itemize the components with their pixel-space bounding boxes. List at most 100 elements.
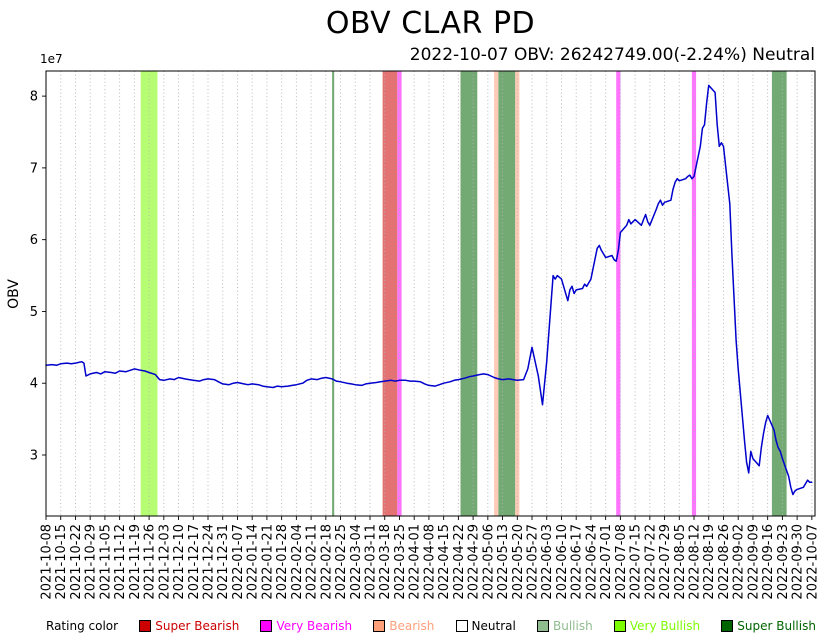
y-tick-label: 4 — [30, 377, 38, 392]
x-tick-label: 2021-12-17 — [187, 524, 202, 600]
x-tick-label: 2022-06-10 — [555, 524, 570, 600]
chart-subtitle: 2022-10-07 OBV: 26242749.00(-2.24%) Neut… — [409, 45, 815, 65]
x-tick-label: 2022-04-29 — [467, 524, 482, 600]
rating-band-super_bullish — [771, 71, 787, 516]
y-tick-label: 3 — [30, 448, 38, 463]
x-tick-label: 2022-02-11 — [305, 524, 320, 600]
rating-band-very_bearish — [397, 71, 402, 516]
x-tick-label: 2022-04-01 — [408, 524, 423, 600]
x-tick-label: 2022-08-12 — [688, 524, 703, 600]
x-tick-label: 2021-10-22 — [69, 524, 84, 600]
x-tick-label: 2022-06-03 — [540, 524, 555, 600]
rating-band-super_bullish — [332, 71, 335, 516]
bearish-swatch — [373, 620, 386, 632]
legend-label: Super Bullish — [737, 619, 816, 633]
rating-band-very_bearish — [691, 71, 697, 516]
legend-item-super_bearish: Super Bearish — [139, 619, 239, 633]
legend-item-super_bullish: Super Bullish — [721, 619, 816, 633]
x-tick-label: 2022-02-18 — [319, 524, 334, 600]
x-tick-label: 2022-09-16 — [761, 524, 776, 600]
legend-label: Very Bearish — [276, 619, 353, 633]
x-tick-label: 2022-05-27 — [526, 524, 541, 600]
legend-label: Bearish — [389, 619, 435, 633]
x-tick-label: 2021-10-08 — [40, 524, 55, 600]
x-tick-label: 2021-11-12 — [113, 524, 128, 600]
legend-label: Very Bullish — [629, 619, 701, 633]
x-tick-label: 2022-04-08 — [422, 524, 437, 600]
super_bullish-swatch — [721, 620, 734, 632]
x-tick-label: 2021-10-15 — [54, 524, 69, 600]
y-tick-label: 7 — [30, 161, 38, 176]
y-tick-label: 8 — [30, 90, 38, 105]
x-tick-label: 2022-01-07 — [231, 524, 246, 600]
y-tick-label: 6 — [30, 233, 38, 248]
x-tick-label: 2022-07-22 — [643, 524, 658, 600]
rating-band-bearish — [515, 71, 520, 516]
plot-border — [45, 70, 816, 517]
x-tick-label: 2022-02-25 — [334, 524, 349, 600]
legend-label: Bullish — [553, 619, 593, 633]
chart-title: OBV CLAR PD — [325, 6, 536, 41]
rating-band-super_bullish — [498, 71, 516, 516]
rating-band-super_bullish — [460, 71, 478, 516]
x-tick-label: 2022-07-29 — [658, 524, 673, 600]
x-tick-label: 2022-09-09 — [746, 524, 761, 600]
x-tick-label: 2022-10-07 — [805, 524, 820, 600]
super_bearish-swatch — [139, 620, 152, 632]
rating-band-very_bullish — [140, 71, 158, 516]
legend: Rating color Super Bearish Very Bearish Be… — [46, 616, 816, 636]
rating-band-bearish — [494, 71, 499, 516]
obv-line — [45, 84, 813, 496]
legend-item-very_bearish: Very Bearish — [260, 619, 352, 633]
x-tick-label: 2022-08-19 — [702, 524, 717, 600]
x-tick-label: 2022-03-25 — [393, 524, 408, 600]
x-tick-label: 2021-12-31 — [216, 524, 231, 600]
legend-item-neutral: Neutral — [455, 619, 516, 633]
legend-label: Super Bearish — [155, 619, 240, 633]
legend-item-bearish: Bearish — [373, 619, 434, 633]
neutral-swatch — [455, 620, 468, 632]
x-tick-label: 2022-07-01 — [599, 524, 614, 600]
x-tick-label: 2021-11-19 — [128, 524, 143, 600]
x-tick-label: 2021-12-24 — [202, 524, 217, 600]
bullish-swatch — [537, 620, 549, 632]
x-tick-label: 2022-08-05 — [673, 524, 688, 600]
x-tick-label: 2022-09-02 — [732, 524, 747, 600]
x-tick-label: 2022-05-13 — [496, 524, 511, 600]
x-tick-label: 2022-09-30 — [791, 524, 806, 600]
x-tick-label: 2021-11-05 — [98, 524, 113, 600]
x-tick-label: 2022-07-15 — [629, 524, 644, 600]
x-tick-label: 2022-01-14 — [246, 524, 261, 600]
x-tick-label: 2022-08-26 — [717, 524, 732, 600]
x-tick-label: 2022-01-21 — [260, 524, 275, 600]
x-tick-label: 2022-01-28 — [275, 524, 290, 600]
rating-band-very_bearish — [616, 71, 621, 516]
x-tick-label: 2022-06-24 — [584, 524, 599, 600]
x-tick-label: 2022-05-20 — [511, 524, 526, 600]
x-tick-label: 2022-03-11 — [364, 524, 379, 600]
very_bearish-swatch — [260, 620, 273, 632]
y-axis-offset-text: 1e7 — [40, 52, 63, 66]
x-tick-label: 2022-03-18 — [378, 524, 393, 600]
x-tick-label: 2022-06-17 — [570, 524, 585, 600]
legend-label: Neutral — [471, 619, 516, 633]
x-tick-label: 2021-12-10 — [172, 524, 187, 600]
rating-band-super_bearish — [382, 71, 398, 516]
y-tick-label: 5 — [30, 305, 38, 320]
x-tick-label: 2022-04-22 — [452, 524, 467, 600]
x-tick-label: 2021-10-29 — [84, 524, 99, 600]
x-tick-label: 2021-12-03 — [157, 524, 172, 600]
x-tick-label: 2022-04-15 — [437, 524, 452, 600]
x-tick-label: 2021-11-26 — [143, 524, 158, 600]
legend-heading: Rating color — [46, 619, 119, 633]
plot-background — [46, 71, 815, 516]
legend-item-very_bullish: Very Bullish — [613, 619, 701, 633]
x-tick-label: 2022-09-23 — [776, 524, 791, 600]
x-tick-label: 2022-07-08 — [614, 524, 629, 600]
x-tick-label: 2022-03-04 — [349, 524, 364, 600]
x-tick-label: 2022-05-06 — [481, 524, 496, 600]
legend-item-bullish: Bullish — [537, 619, 593, 633]
very_bullish-swatch — [613, 620, 626, 632]
